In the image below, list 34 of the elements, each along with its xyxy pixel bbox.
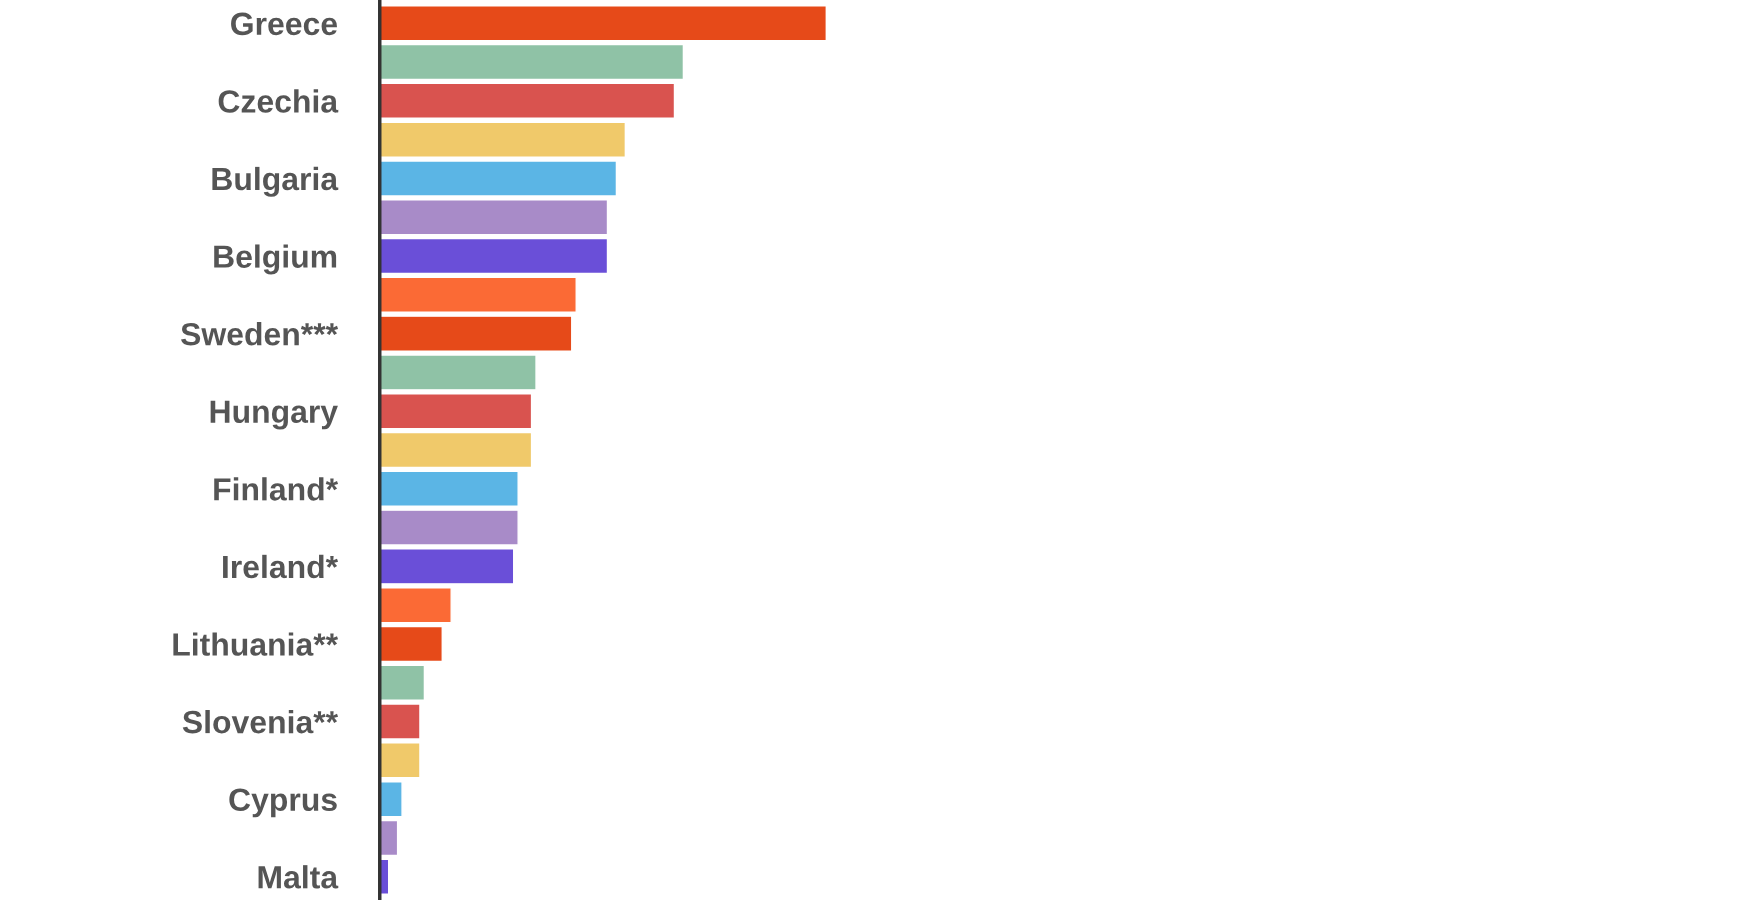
y-tick-label: Finland*	[214, 477, 339, 501]
bar	[379, 548, 515, 585]
bar	[379, 780, 403, 818]
bar	[379, 237, 609, 275]
bar	[379, 819, 399, 857]
bar	[379, 43, 685, 81]
bar	[379, 82, 676, 120]
bar	[379, 703, 421, 740]
y-tick-label: Bulgaria	[212, 166, 339, 197]
bar	[379, 354, 537, 391]
bar	[379, 5, 827, 42]
bar	[379, 199, 609, 236]
bar	[379, 625, 443, 663]
y-tick-label: Ireland*	[223, 554, 339, 579]
bar	[379, 121, 627, 158]
y-tick-label: Malta	[258, 865, 339, 889]
bar	[379, 664, 426, 701]
bar	[379, 315, 573, 352]
y-tick-label: Lithuania**	[173, 632, 339, 656]
bar	[379, 276, 577, 313]
y-tick-label: Belgium	[214, 244, 337, 275]
y-tick-label: Czechia	[218, 89, 339, 113]
bar	[379, 742, 421, 779]
bar	[379, 160, 618, 197]
bar	[379, 431, 533, 469]
bar	[379, 393, 533, 430]
y-tick-label: Sweden***	[181, 322, 339, 346]
y-tick-label: Cyprus	[229, 788, 337, 818]
y-tick-label: Slovenia**	[182, 709, 339, 734]
bar	[379, 509, 519, 546]
bar	[379, 587, 452, 624]
y-tick-label: Greece	[231, 12, 337, 36]
bar	[379, 470, 519, 507]
y-tick-label: Hungary	[210, 400, 338, 430]
